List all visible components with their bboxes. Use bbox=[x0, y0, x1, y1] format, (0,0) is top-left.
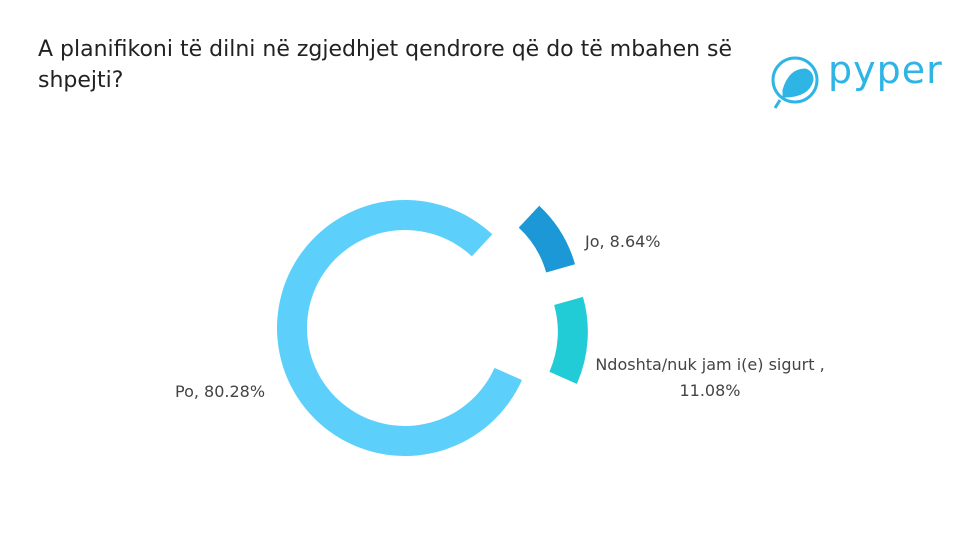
slice bbox=[277, 200, 522, 456]
slice bbox=[549, 296, 588, 384]
data-label: Po, 80.28% bbox=[175, 382, 266, 401]
logo-text: pyper bbox=[828, 48, 943, 92]
logo-icon bbox=[771, 56, 819, 109]
data-label: Jo, 8.64% bbox=[585, 232, 661, 251]
chart-title: A planifikoni të dilni në zgjedhjet qend… bbox=[38, 37, 733, 93]
slice bbox=[518, 205, 576, 273]
data-label: Ndoshta/nuk jam i(e) sigurt , 11.08% bbox=[595, 355, 825, 400]
